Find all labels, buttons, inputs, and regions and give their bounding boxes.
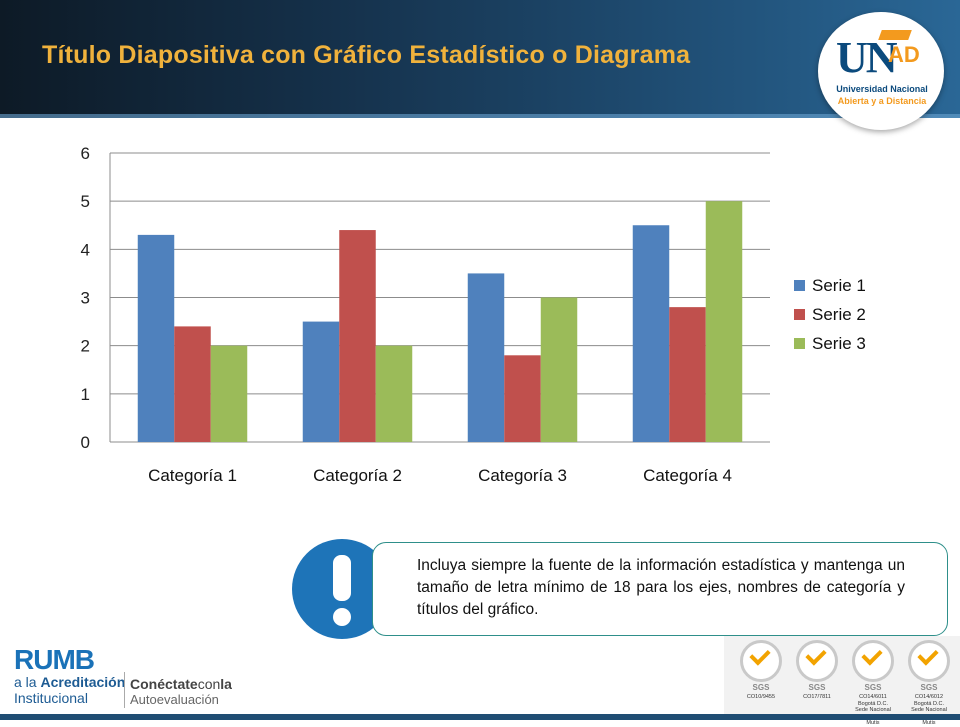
checkmark-icon <box>861 644 883 666</box>
warning-exclamation-icon <box>292 539 392 639</box>
autoevaluacion-text: Autoevaluación <box>130 692 219 707</box>
logo-accent-text: AD <box>888 42 920 67</box>
x-category-label: Categoría 4 <box>643 466 732 485</box>
legend-swatch <box>794 280 805 291</box>
footer-divider <box>124 672 125 708</box>
bar <box>137 234 175 442</box>
bar <box>504 355 541 442</box>
x-category-label: Categoría 1 <box>148 466 237 485</box>
bar <box>302 321 340 442</box>
seal-check-icon <box>796 640 838 682</box>
bar <box>705 201 743 442</box>
conectate-c: la <box>220 676 232 692</box>
certification-seal: SGS CO17/7811 <box>792 640 842 701</box>
y-tick-label: 3 <box>81 289 90 308</box>
seal-code: CO10/9455 <box>746 694 776 700</box>
rumbo-logo: RUMB a la Acreditación Institucional <box>14 644 125 706</box>
seal-code: CO17/7811 <box>803 694 831 700</box>
legend-label: Serie 3 <box>812 334 866 353</box>
legend-swatch <box>794 338 805 349</box>
bar <box>632 225 670 442</box>
callout-text: Incluya siempre la fuente de la informac… <box>417 557 905 618</box>
bar <box>210 345 248 442</box>
logo-line1: Universidad Nacional <box>836 84 928 94</box>
rumbo-line2-a: a la <box>14 674 41 690</box>
header-banner: Título Diapositiva con Gráfico Estadísti… <box>0 0 960 118</box>
x-category-label: Categoría 3 <box>478 466 567 485</box>
y-tick-label: 4 <box>81 240 90 259</box>
unad-logo: UN AD Universidad Nacional Abierta y a D… <box>818 12 944 130</box>
seal-check-icon <box>908 640 950 682</box>
conectate-a: Conéctate <box>130 676 198 692</box>
rumbo-line3: Institucional <box>14 690 88 706</box>
seal-label: SGS <box>752 683 770 692</box>
conectate-b: con <box>197 676 221 692</box>
y-tick-label: 0 <box>81 433 90 452</box>
legend-label: Serie 1 <box>812 276 866 295</box>
x-category-label: Categoría 2 <box>313 466 402 485</box>
bar <box>540 297 578 442</box>
y-tick-label: 5 <box>81 192 90 211</box>
certification-seals: SGS CO10/9455 SGS CO17/7811 SGS CO14/6011 Bogo… <box>724 636 960 726</box>
logo-main-text: UN <box>836 33 898 82</box>
slide-title: Título Diapositiva con Gráfico Estadísti… <box>42 41 691 69</box>
bar <box>339 230 376 442</box>
logo-line2: Abierta y a Distancia <box>837 96 927 106</box>
bar <box>174 326 211 442</box>
legend-swatch <box>794 309 805 320</box>
callout-box: Incluya siempre la fuente de la informac… <box>372 542 948 636</box>
bar <box>669 307 706 442</box>
checkmark-icon <box>805 644 827 666</box>
y-tick-label: 1 <box>81 385 90 404</box>
checkmark-icon <box>917 644 939 666</box>
checkmark-icon <box>749 644 771 666</box>
rumbo-title: RUMB <box>14 644 95 675</box>
rumbo-line2: a la Acreditación <box>14 674 125 690</box>
legend-label: Serie 2 <box>812 305 866 324</box>
certification-seal: SGS CO10/9455 <box>736 640 786 701</box>
seal-label: SGS <box>920 683 938 692</box>
rumbo-line2-b: Acreditación <box>40 674 126 690</box>
seal-label: SGS <box>808 683 826 692</box>
y-tick-label: 2 <box>81 337 90 356</box>
seal-check-icon <box>740 640 782 682</box>
seal-label: SGS <box>864 683 882 692</box>
seal-check-icon <box>852 640 894 682</box>
conectate-logo: Conéctateconla Autoevaluación <box>130 676 232 707</box>
bar <box>375 345 413 442</box>
conectate-line1: Conéctateconla <box>130 676 232 692</box>
y-tick-label: 6 <box>81 144 90 163</box>
header-stripe <box>0 114 960 118</box>
footer-bar <box>0 714 960 720</box>
bar-chart: 0 1 2 3 4 5 6 Categoría 1 Categoría 2 Categoría … <box>81 144 866 485</box>
bar <box>467 273 505 442</box>
